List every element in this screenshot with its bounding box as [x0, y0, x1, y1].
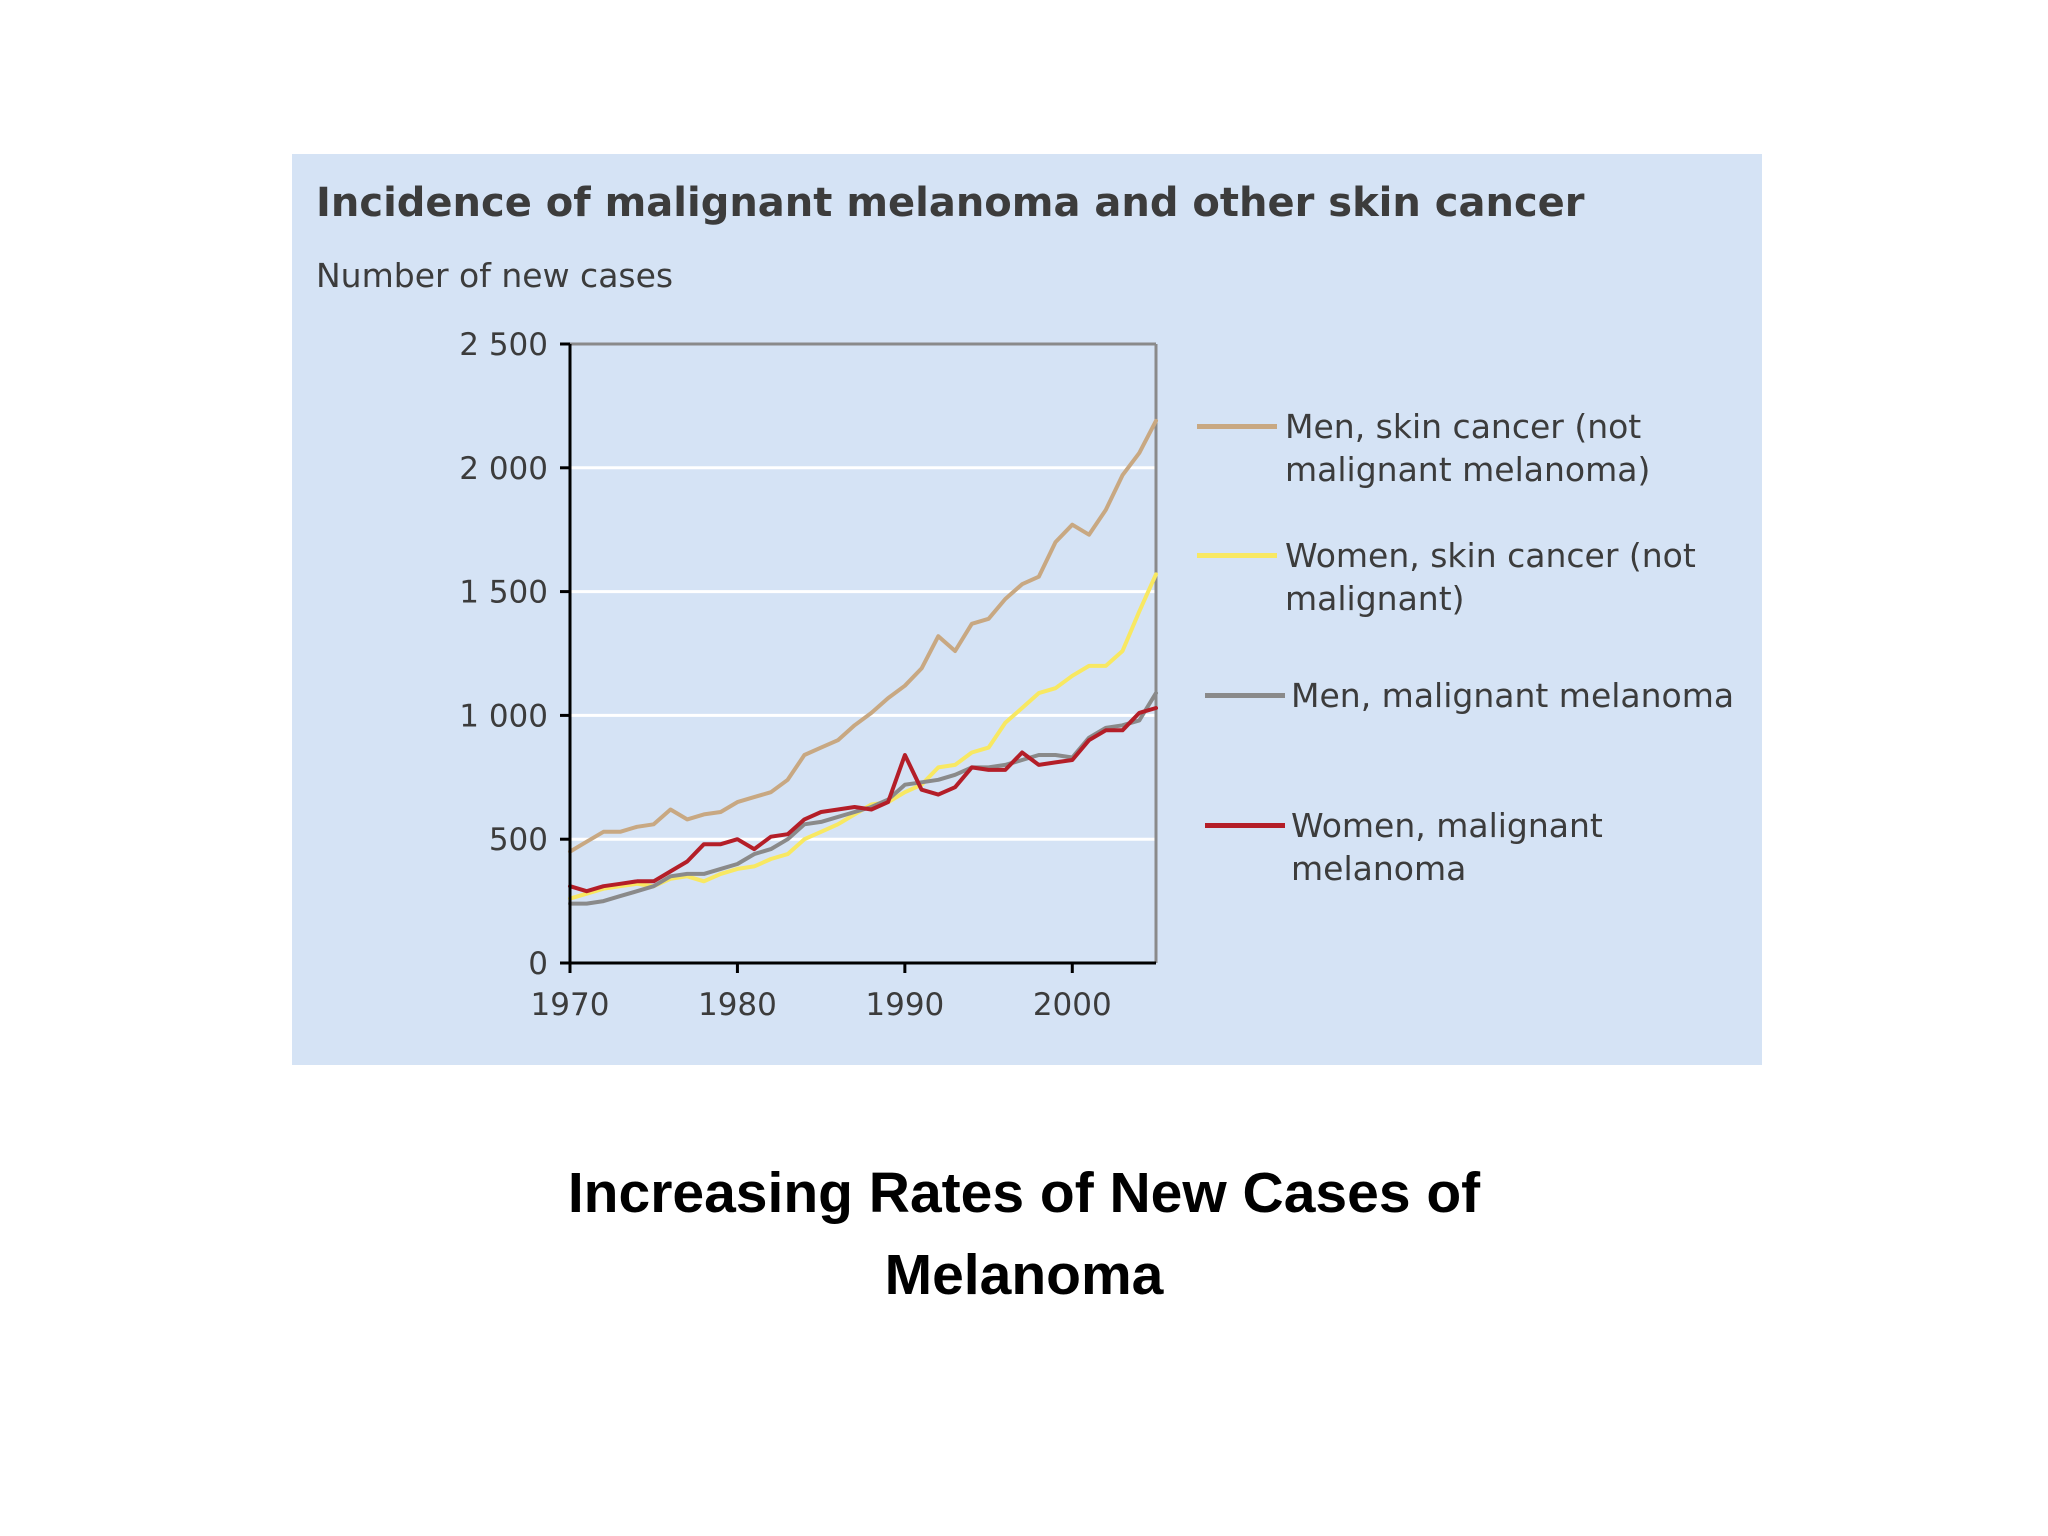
y-tick-label-5: 2 500 [459, 327, 548, 363]
x-tick-label-1: 1980 [698, 987, 777, 1023]
x-tick-label-0: 1970 [531, 987, 610, 1023]
chart-panel: Incidence of malignant melanoma and othe… [292, 154, 1762, 1065]
series-line-0 [568, 418, 1158, 854]
y-tick-label-0: 0 [528, 946, 548, 982]
legend-label-3: Women, malignant melanoma [1291, 806, 1603, 888]
chart-title: Incidence of malignant melanoma and othe… [316, 180, 1585, 226]
legend-label-1: Women, skin cancer (not malignant) [1285, 536, 1696, 618]
caption-line-2: Melanoma [884, 1243, 1164, 1307]
series-line-1 [568, 572, 1158, 901]
series-line-3 [568, 706, 1158, 894]
y-tick-label-3: 1 500 [459, 575, 548, 611]
y-tick-label-2: 1 000 [459, 698, 548, 734]
legend-label-0: Men, skin cancer (not malignant melanoma… [1285, 407, 1651, 489]
legend-swatch-0 [1197, 424, 1277, 429]
x-tick-label-3: 2000 [1033, 987, 1112, 1023]
legend-swatch-3 [1205, 823, 1285, 828]
x-tick-label-2: 1990 [865, 987, 944, 1023]
y-tick-label-4: 2 000 [459, 451, 548, 487]
legend-label-2: Men, malignant melanoma [1291, 676, 1735, 715]
caption-line-1: Increasing Rates of New Cases of [567, 1161, 1481, 1225]
y-axis-label: Number of new cases [316, 256, 674, 295]
legend-swatch-2 [1205, 693, 1285, 698]
y-tick-label-1: 500 [489, 822, 548, 858]
series-line-2 [568, 691, 1158, 906]
slide-caption: Increasing Rates of New Cases of Melanom… [0, 1152, 2048, 1316]
chart-plot: 0 500 1 000 1 500 2 000 2 500 1970 1980 1990 2000 [459, 327, 1158, 1023]
legend-swatch-1 [1197, 553, 1277, 558]
